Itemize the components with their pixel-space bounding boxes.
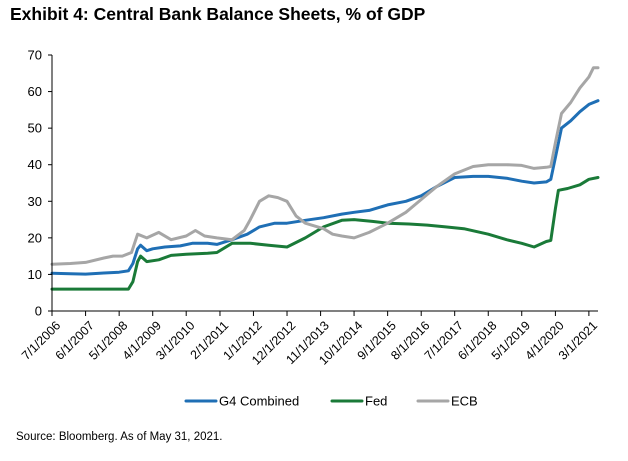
- y-tick-label: 30: [28, 194, 42, 209]
- y-tick-label: 10: [28, 267, 42, 282]
- fed-line: [50, 176, 600, 291]
- chart-title: Exhibit 4: Central Bank Balance Sheets, …: [10, 4, 426, 24]
- y-tick-label: 50: [28, 121, 42, 136]
- legend-label-ecb: ECB: [451, 394, 478, 409]
- axes-layer: 0102030405060707/1/20066/1/20075/1/20084…: [19, 48, 600, 368]
- legend-label-g4-combined: G4 Combined: [219, 394, 299, 409]
- y-tick-label: 0: [35, 304, 42, 319]
- y-tick-label: 70: [28, 48, 42, 63]
- series-layer: [50, 66, 600, 291]
- g4-combined-line: [50, 99, 600, 276]
- ecb-line: [50, 66, 600, 266]
- y-tick-label: 60: [28, 84, 42, 99]
- legend-label-fed: Fed: [365, 394, 387, 409]
- source-note: Source: Bloomberg. As of May 31, 2021.: [16, 431, 223, 443]
- y-tick-label: 20: [28, 230, 42, 245]
- y-tick-label: 40: [28, 157, 42, 172]
- legend: G4 Combined Fed ECB: [184, 394, 478, 409]
